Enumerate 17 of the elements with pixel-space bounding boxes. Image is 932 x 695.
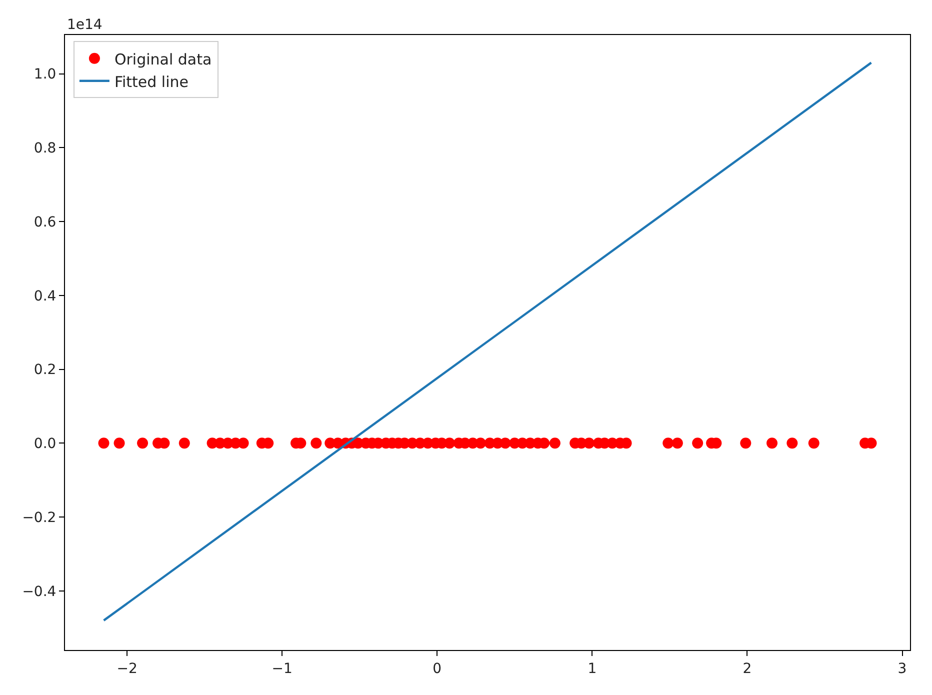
- text: 1e14: [67, 17, 102, 33]
- legend-label: Fitted line: [114, 72, 189, 91]
- y-tick-label: 0.6: [34, 214, 56, 230]
- x-tick-label: 1: [588, 660, 597, 677]
- x-tick-label: 2: [742, 660, 752, 677]
- x-tick-label: 0: [432, 660, 442, 677]
- y-tick-label: 0.2: [34, 362, 56, 378]
- y-tick-label: 1.0: [34, 66, 56, 83]
- x-tick-label: −1: [272, 660, 292, 677]
- x-tick-label: −2: [116, 660, 138, 677]
- y-tick-label: 0.0: [34, 436, 56, 452]
- y-tick-label: 0.4: [34, 288, 56, 304]
- y-tick-label: 0.8: [34, 140, 56, 157]
- y-tick-label: −0.2: [22, 510, 56, 526]
- x-tick-label: 3: [898, 660, 907, 677]
- y-tick-label: −0.4: [22, 584, 56, 600]
- legend-label: Original data: [114, 50, 212, 68]
